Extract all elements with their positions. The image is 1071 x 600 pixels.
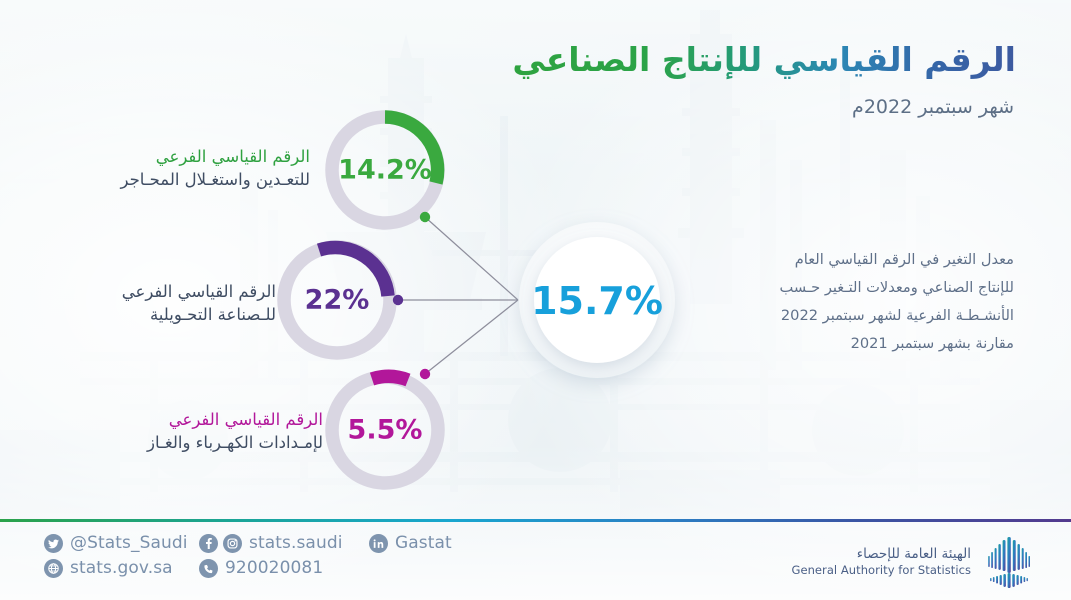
instagram-icon [223,533,242,553]
hub-value: 15.7% [531,279,663,323]
description-paragraph: معدل التغير في الرقم القياسي العام للإنت… [779,251,1014,353]
footer-row-bottom: stats.gov.sa 920020081 [44,558,452,578]
donut-arc-manufacturing [316,240,395,297]
category-lead-electricity: الرقم القياسي الفرعي [168,410,323,429]
category-lead-manufacturing: الرقم القياسي الفرعي [121,282,276,301]
donut-mining-quarrying[interactable]: 14.2% [325,110,445,230]
category-label-manufacturing: الرقم القياسي الفرعي للـصناعة التحـويلية [76,280,276,327]
gastat-logo-mark [988,537,1030,588]
connector-line-mining [424,216,519,301]
twitter-handle: @Stats_Saudi [70,533,188,553]
globe-icon[interactable] [44,558,63,578]
category-label-electricity: الرقم القياسي الفرعي لإمـدادات الكهـرباء… [108,408,323,455]
donut-value-mining: 14.2% [338,155,432,186]
page-title: الرقم القياسي للإنتاج الصناعي [496,38,1016,82]
contact-twitter[interactable]: @Stats_Saudi [44,533,199,553]
category-label-mining: الرقم القياسي الفرعي للتعـدين واستغـلال … [110,145,310,192]
connector-lines [398,216,519,375]
logo-wordmark: الهيئة العامة للإحصاء General Authority … [792,546,972,578]
footer-gradient-divider [0,519,1071,522]
footer-row-top: @Stats_Saudi stats.saudi Gastat [44,533,452,553]
gastat-logo: الهيئة العامة للإحصاء General Authority … [792,534,1037,590]
category-body-mining: للتعـدين واستغـلال المحـاجر [120,170,310,190]
logo-arabic-name: الهيئة العامة للإحصاء [856,545,971,562]
connector-dot-mining [419,211,431,223]
donut-value-electricity: 5.5% [348,415,423,446]
social-handle: stats.saudi [249,533,343,553]
donut-electricity-gas[interactable]: 5.5% [325,368,445,490]
footer-contacts: @Stats_Saudi stats.saudi Gastat [44,533,452,578]
contact-website[interactable]: stats.gov.sa [44,558,199,578]
logo-english-name: General Authority for Statistics [791,563,971,578]
contact-linkedin[interactable]: Gastat [369,533,452,553]
linkedin-icon[interactable] [369,533,388,553]
facebook-icon [199,533,218,553]
donut-arc-electricity [369,369,411,387]
donut-manufacturing[interactable]: 22% [277,240,404,360]
category-body-manufacturing: للـصناعة التحـويلية [149,305,276,325]
connector-line-electricity [424,299,519,375]
phone-number: 920020081 [225,558,324,578]
phone-icon[interactable] [199,558,218,578]
twitter-icon[interactable] [44,533,63,553]
donut-arc-mining [384,110,445,185]
connector-dot-manufacturing [392,294,404,306]
category-lead-mining: الرقم القياسي الفرعي [155,147,310,166]
donut-value-manufacturing: 22% [305,285,370,316]
overall-index-hub[interactable]: 15.7% [519,222,675,378]
category-body-electricity: لإمـدادات الكهـرباء والغـاز [147,433,323,453]
header: الرقم القياسي للإنتاج الصناعي شهر سبتمبر… [496,38,1016,118]
contact-phone[interactable]: 920020081 [199,558,369,578]
contact-social[interactable]: stats.saudi [199,533,369,553]
report-period: شهر سبتمبر 2022م [852,95,1014,118]
linkedin-handle: Gastat [395,533,452,553]
website-url: stats.gov.sa [70,558,173,578]
connector-dot-electricity [419,368,431,380]
hub-inner-disc [534,237,660,363]
